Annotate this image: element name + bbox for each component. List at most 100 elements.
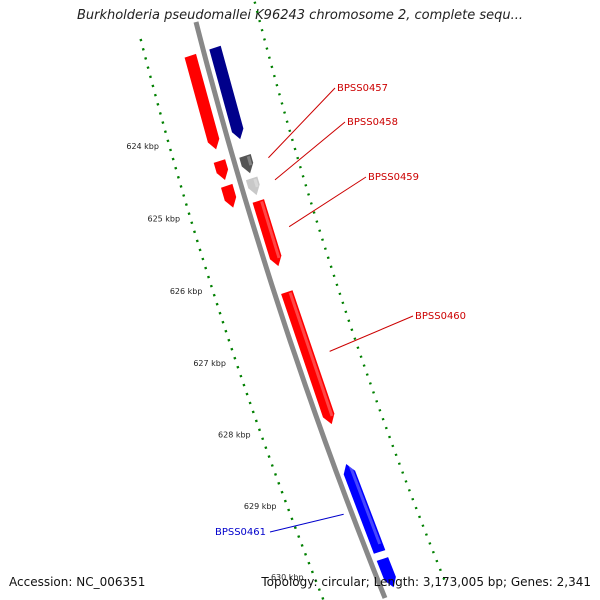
outer-tick [332, 274, 336, 278]
outer-tick [418, 515, 421, 519]
minor-tick [239, 374, 243, 378]
tick-label: 629 kbp [244, 502, 277, 511]
gene-label[interactable]: BPSS0460 [415, 311, 466, 322]
outer-tick [290, 138, 294, 142]
gene-arrow[interactable] [281, 290, 335, 425]
outer-tick [353, 337, 357, 341]
outer-tick [338, 292, 342, 296]
minor-tick [201, 257, 205, 261]
tick-label: 628 kbp [218, 431, 251, 440]
minor-tick [277, 481, 281, 485]
outer-tick [258, 19, 262, 23]
minor-tick [270, 464, 274, 467]
gene-label[interactable]: BPSS0461 [215, 527, 266, 538]
minor-tick [267, 455, 271, 459]
minor-tick [317, 588, 321, 592]
minor-tick [193, 230, 197, 234]
outer-tick [397, 462, 401, 466]
outer-tick [272, 74, 276, 78]
minor-tick [221, 320, 225, 324]
gene-arrow-highlight [288, 292, 334, 417]
outer-tick [388, 435, 391, 439]
minor-tick [171, 157, 175, 161]
outer-tick [267, 56, 271, 60]
outer-tick [438, 568, 442, 572]
gene-arrow[interactable] [343, 464, 386, 554]
outer-tick [359, 355, 363, 358]
minor-tick [261, 437, 265, 441]
minor-tick [161, 121, 165, 125]
outer-tick [428, 542, 432, 545]
outer-tick [283, 111, 287, 114]
outer-tick [341, 301, 345, 305]
outer-tick [424, 533, 428, 536]
minor-tick [264, 446, 268, 450]
outer-tick [375, 400, 379, 403]
minor-tick [212, 293, 216, 297]
outer-tick [404, 480, 408, 483]
minor-tick [307, 561, 311, 565]
minor-tick [158, 112, 162, 115]
minor-tick [146, 66, 150, 70]
outer-tick [414, 506, 418, 510]
gene-arrow[interactable] [245, 176, 260, 196]
outer-tick [368, 382, 372, 385]
minor-tick [156, 102, 160, 106]
outer-tick [263, 38, 266, 41]
minor-tick [176, 175, 180, 179]
outer-tick [356, 346, 360, 350]
minor-tick [254, 419, 258, 423]
outer-tick [301, 174, 305, 178]
outer-tick [318, 229, 322, 232]
gene-label[interactable]: BPSS0459 [368, 172, 419, 183]
feature-block [221, 183, 237, 208]
minor-tick [233, 356, 237, 360]
outer-tick [280, 102, 284, 105]
outer-tick [329, 265, 333, 269]
tick-label: 625 kbp [147, 215, 180, 224]
minor-tick [198, 248, 202, 252]
gene-labels: BPSS0457 BPSS0458 BPSS0459 BPSS0460 BPSS0461 [215, 83, 466, 538]
outer-tick [372, 391, 375, 394]
outer-tick [309, 202, 313, 205]
outer-tick [288, 129, 292, 133]
minor-tick [195, 239, 199, 243]
outer-tick [394, 453, 398, 457]
minor-tick [236, 365, 240, 369]
minor-tick [242, 383, 246, 387]
minor-tick [224, 329, 228, 333]
outer-tick [298, 165, 302, 169]
gene-arrow[interactable] [239, 154, 254, 174]
kbp-ruler: 624 kbp 625 kbp 626 kbp 627 kbp 628 kbp 629 k… [126, 38, 325, 600]
minor-tick [174, 166, 178, 170]
minor-tick [215, 302, 219, 306]
feature-block [376, 557, 396, 588]
gene-label[interactable]: BPSS0457 [337, 83, 388, 94]
gene-label[interactable]: BPSS0458 [347, 117, 398, 128]
minor-tick [141, 47, 145, 51]
outer-tick [253, 1, 257, 4]
minor-tick [321, 597, 325, 600]
tick-label: 627 kbp [193, 359, 226, 368]
tick-label: 624 kbp [126, 142, 159, 151]
outer-tick [407, 488, 411, 492]
minor-tick [148, 75, 152, 79]
outer-tick [270, 65, 274, 69]
minor-tick [144, 57, 148, 60]
outer-tick [442, 577, 446, 580]
accession-text: Accession: NC_006351 [9, 575, 146, 589]
outer-tick [391, 444, 395, 448]
gene-arrow[interactable] [252, 199, 282, 267]
feature-block [184, 53, 220, 150]
minor-tick [204, 266, 208, 270]
outer-tick [365, 373, 369, 376]
outer-tick [335, 283, 339, 287]
outer-tick [431, 550, 435, 554]
outer-tick [275, 83, 279, 87]
minor-tick [304, 552, 307, 556]
gene-arrow-highlight [246, 155, 253, 166]
outer-tick [265, 47, 269, 50]
minor-tick [293, 526, 297, 530]
minor-tick [251, 410, 255, 414]
minor-tick [139, 38, 143, 42]
